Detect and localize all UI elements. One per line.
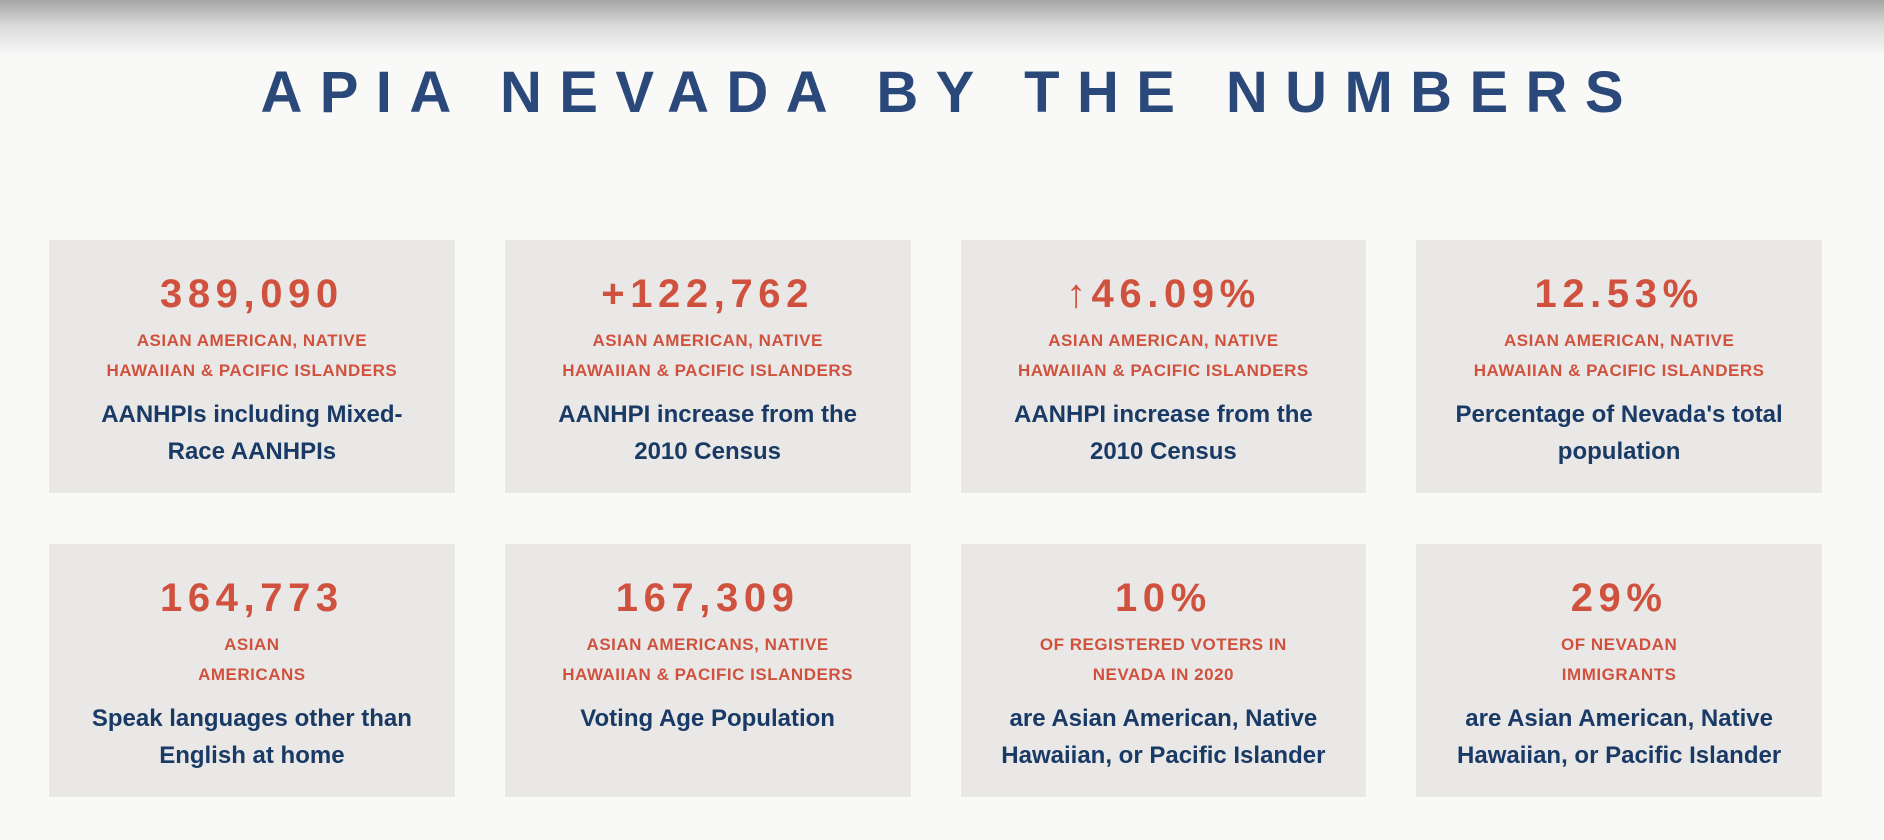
- stat-card-increase-count: +122,762 ASIAN AMERICAN, NATIVE HAWAIIAN…: [504, 240, 911, 493]
- stat-value: 29%: [1570, 576, 1668, 620]
- stat-description: are Asian American, Native Hawaiian, or …: [1001, 704, 1326, 769]
- stat-card-languages: 164,773 ASIAN AMERICANS Speak languages …: [49, 544, 455, 797]
- stat-label: ASIAN AMERICANS, NATIVE HAWAIIAN & PACIF…: [562, 635, 853, 684]
- stat-label: ASIAN AMERICAN, NATIVE HAWAIIAN & PACIFI…: [562, 331, 853, 380]
- stat-value: 10%: [1114, 576, 1212, 620]
- stat-label: ASIAN AMERICAN, NATIVE HAWAIIAN & PACIFI…: [1473, 331, 1765, 380]
- stat-value: 389,090: [159, 272, 344, 316]
- top-gradient: [0, 0, 1884, 56]
- stat-value: ↑46.09%: [1065, 272, 1261, 316]
- stat-label: ASIAN AMERICAN, NATIVE HAWAIIAN & PACIFI…: [106, 331, 398, 380]
- stat-description: Percentage of Nevada's total population: [1455, 400, 1783, 465]
- stat-description: AANHPI increase from the 2010 Census: [558, 400, 857, 465]
- stat-label: ASIAN AMERICANS: [198, 635, 306, 684]
- stat-card-immigrants: 29% OF NEVADAN IMMIGRANTS are Asian Amer…: [1416, 544, 1822, 797]
- stat-card-increase-percent: ↑46.09% ASIAN AMERICAN, NATIVE HAWAIIAN …: [960, 240, 1367, 493]
- stat-description: Voting Age Population: [580, 704, 835, 732]
- stats-grid: 389,090 ASIAN AMERICAN, NATIVE HAWAIIAN …: [49, 240, 1822, 797]
- page-title: APIA NEVADA BY THE NUMBERS: [260, 60, 1641, 125]
- stat-value: 167,309: [615, 576, 800, 620]
- stat-value: +122,762: [601, 272, 814, 316]
- stat-description: AANHPI increase from the 2010 Census: [1014, 400, 1313, 465]
- stat-label: OF NEVADAN IMMIGRANTS: [1561, 635, 1678, 684]
- stat-description: are Asian American, Native Hawaiian, or …: [1457, 704, 1782, 769]
- stat-description: Speak languages other than English at ho…: [91, 704, 412, 769]
- stat-value: 164,773: [159, 576, 344, 620]
- stat-card-registered-voters: 10% OF REGISTERED VOTERS IN NEVADA IN 20…: [960, 544, 1367, 797]
- stat-card-population-percent: 12.53% ASIAN AMERICAN, NATIVE HAWAIIAN &…: [1416, 240, 1822, 493]
- stat-card-voting-age: 167,309 ASIAN AMERICANS, NATIVE HAWAIIAN…: [504, 544, 911, 797]
- stat-description: AANHPIs including Mixed- Race AANHPIs: [101, 400, 403, 465]
- stat-value: 12.53%: [1534, 272, 1704, 316]
- stat-label: ASIAN AMERICAN, NATIVE HAWAIIAN & PACIFI…: [1018, 331, 1309, 380]
- stat-label: OF REGISTERED VOTERS IN NEVADA IN 2020: [1039, 635, 1287, 684]
- stat-card-aanhpi-total: 389,090 ASIAN AMERICAN, NATIVE HAWAIIAN …: [49, 240, 455, 493]
